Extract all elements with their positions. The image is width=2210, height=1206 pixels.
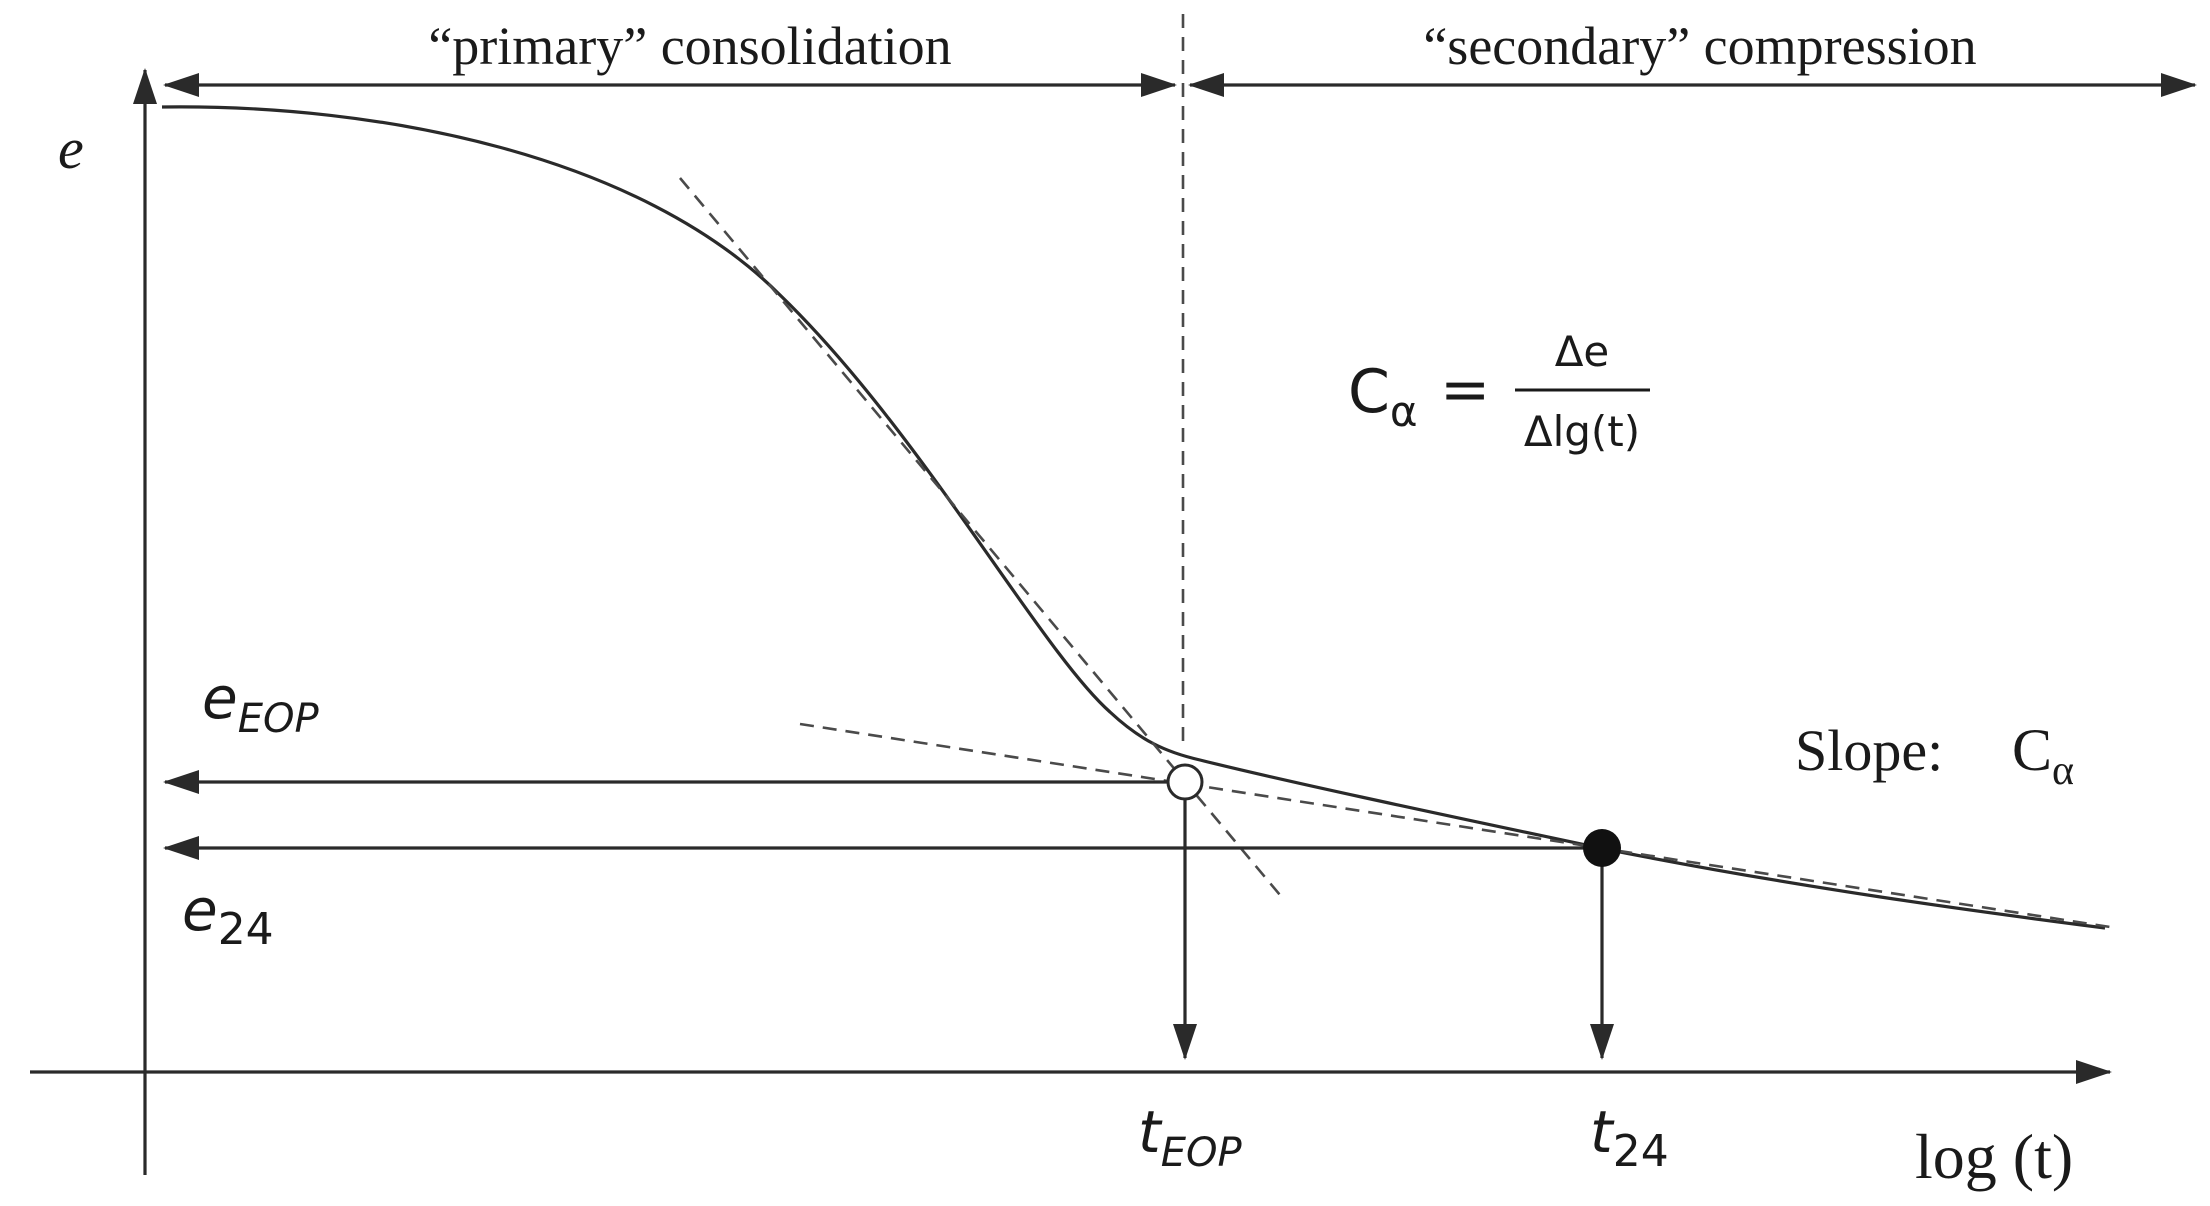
c-alpha-formula: Cα = Δe Δlg(t)	[1348, 327, 1650, 456]
x-axis-label: log (t)	[1915, 1121, 2073, 1192]
t-eop-main: t	[1138, 1098, 1163, 1166]
formula-denominator: Δlg(t)	[1524, 407, 1640, 456]
t24-point-filled-circle	[1583, 829, 1621, 867]
t-eop-sub: EOP	[1161, 1130, 1243, 1176]
t-eop-label: tEOP	[1138, 1098, 1243, 1176]
t24-main: t	[1590, 1098, 1615, 1166]
slope-symbol: Cα	[2012, 717, 2074, 794]
e-eop-sub: EOP	[238, 696, 320, 742]
formula-lhs-sub: α	[1390, 387, 1418, 436]
formula-lhs-main: C	[1348, 357, 1390, 427]
e24-label: e24	[182, 876, 274, 955]
y-axis-label: e	[58, 116, 84, 181]
primary-tangent-line	[679, 177, 1281, 896]
slope-label: Slope:	[1795, 718, 1943, 783]
slope-annotation: Slope: Cα	[1795, 717, 2074, 794]
t24-label: t24	[1590, 1098, 1669, 1177]
formula-equals: =	[1440, 355, 1490, 425]
secondary-tangent-line	[799, 722, 2111, 929]
eop-point-open-circle	[1166, 763, 1204, 801]
formula-numerator: Δe	[1555, 327, 1610, 376]
consolidation-curve	[161, 105, 2106, 930]
primary-consolidation-label: “primary” consolidation	[428, 16, 951, 76]
e24-sub: 24	[218, 904, 274, 955]
formula-lhs: Cα	[1348, 357, 1418, 436]
e-eop-label: eEOP	[202, 664, 319, 742]
t24-sub: 24	[1613, 1126, 1669, 1177]
e24-main: e	[182, 876, 218, 944]
e-eop-main: e	[202, 664, 238, 732]
secondary-compression-label: “secondary” compression	[1423, 16, 1976, 76]
slope-symbol-main: C	[2012, 717, 2052, 783]
slope-symbol-sub: α	[2052, 748, 2074, 794]
